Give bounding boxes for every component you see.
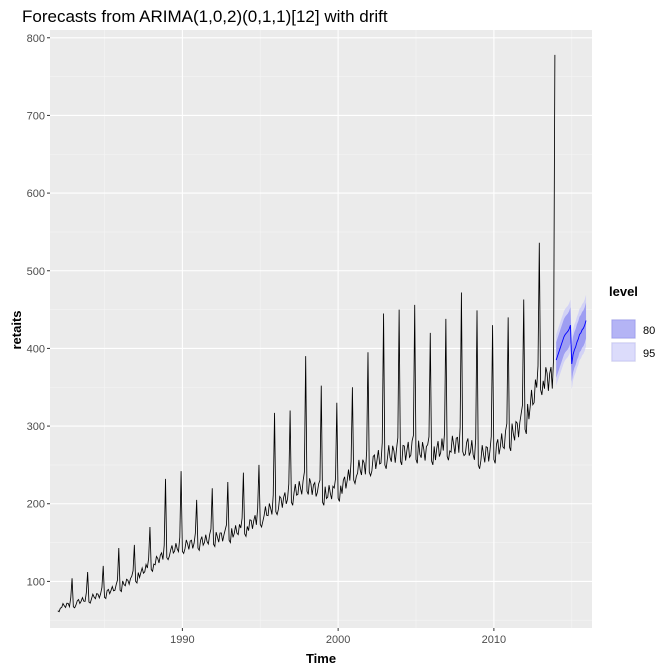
x-tick-label: 2010 bbox=[482, 634, 506, 646]
forecast-mean-line bbox=[555, 320, 587, 365]
grid-lines bbox=[50, 30, 592, 628]
legend-label-80: 80 bbox=[643, 325, 655, 337]
y-tick-label: 600 bbox=[27, 188, 45, 200]
x-tick-label: 1990 bbox=[170, 634, 194, 646]
chart-title: Forecasts from ARIMA(1,0,2)(0,1,1)[12] w… bbox=[22, 7, 388, 26]
y-tick-label: 300 bbox=[27, 421, 45, 433]
y-axis: 100 200 300 400 500 600 700 800 bbox=[27, 33, 50, 588]
y-tick-label: 800 bbox=[27, 33, 45, 45]
plot-panel bbox=[50, 30, 592, 628]
legend-title: level bbox=[609, 284, 638, 299]
series-lines bbox=[57, 54, 587, 613]
x-axis-title: Time bbox=[306, 651, 336, 666]
y-axis-title: retaits bbox=[9, 310, 24, 349]
x-tick-label: 2000 bbox=[326, 634, 350, 646]
legend-swatch-80 bbox=[611, 319, 636, 339]
legend-swatch-95 bbox=[611, 342, 636, 362]
observed-series-line bbox=[57, 54, 556, 613]
x-axis: 1990 2000 2010 bbox=[170, 628, 506, 646]
y-tick-label: 500 bbox=[27, 266, 45, 278]
y-tick-label: 100 bbox=[27, 576, 45, 588]
y-tick-label: 400 bbox=[27, 343, 45, 355]
legend: level 80 95 bbox=[609, 284, 655, 362]
y-tick-label: 700 bbox=[27, 110, 45, 122]
legend-label-95: 95 bbox=[643, 348, 655, 360]
y-tick-label: 200 bbox=[27, 499, 45, 511]
